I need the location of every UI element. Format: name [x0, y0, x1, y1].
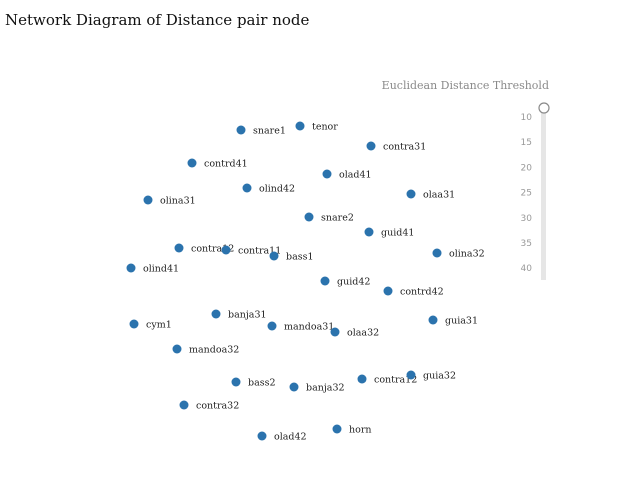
- node-label: horn: [349, 425, 372, 436]
- node-label: mandoa31: [284, 322, 334, 333]
- chart-title: Network Diagram of Distance pair node: [5, 11, 310, 29]
- node-label: guid42: [337, 277, 370, 288]
- node-point[interactable]: [406, 189, 416, 199]
- node-label: banja32: [306, 383, 345, 394]
- node-label: olina32: [449, 249, 485, 260]
- nodes-layer: snare1 tenor contra31 contrd41 olad41 olind42…: [126, 121, 485, 443]
- node-label: tenor: [312, 122, 338, 133]
- node-label: contra12: [191, 244, 234, 255]
- node-label: olad42: [274, 432, 307, 443]
- node-label: olaa32: [347, 328, 379, 339]
- slider-tick-label: 25: [521, 189, 532, 199]
- node-label: olad41: [339, 170, 372, 181]
- node-point[interactable]: [304, 212, 314, 222]
- node-label: guia31: [445, 316, 478, 327]
- node-label: olind41: [143, 264, 179, 275]
- node-point[interactable]: [432, 248, 442, 258]
- slider-tick-label: 40: [521, 264, 533, 274]
- node-point[interactable]: [330, 327, 340, 337]
- node-point[interactable]: [267, 321, 277, 331]
- node-label: snare2: [321, 213, 354, 224]
- node-point[interactable]: [174, 243, 184, 253]
- node-point[interactable]: [221, 245, 231, 255]
- node-label: banja31: [228, 310, 267, 321]
- node-label: bass2: [248, 378, 276, 389]
- node-point[interactable]: [383, 286, 393, 296]
- node-label: contra11: [238, 246, 281, 257]
- node-point[interactable]: [332, 424, 342, 434]
- node-label: contra32: [196, 401, 239, 412]
- node-point[interactable]: [366, 141, 376, 151]
- node-point[interactable]: [143, 195, 153, 205]
- node-point[interactable]: [322, 169, 332, 179]
- slider-tick-label: 10: [521, 113, 533, 123]
- slider-ticks: 10 15 20 25 30 35 40: [521, 113, 533, 274]
- node-point[interactable]: [231, 377, 241, 387]
- node-point[interactable]: [364, 227, 374, 237]
- distance-threshold-slider[interactable]: Euclidean Distance Threshold 10 15 20 25 30 3…: [382, 79, 550, 280]
- slider-title: Euclidean Distance Threshold: [382, 79, 549, 92]
- node-label: snare1: [253, 126, 286, 137]
- node-point[interactable]: [187, 158, 197, 168]
- slider-track[interactable]: [541, 108, 546, 280]
- node-label: guia32: [423, 371, 456, 382]
- slider-tick-label: 30: [521, 214, 533, 224]
- node-point[interactable]: [320, 276, 330, 286]
- node-point[interactable]: [242, 183, 252, 193]
- slider-tick-label: 15: [521, 138, 532, 148]
- node-label: contrd42: [400, 287, 444, 298]
- node-label: contra31: [383, 142, 426, 153]
- node-label: cym1: [146, 320, 172, 331]
- slider-tick-label: 35: [521, 239, 532, 249]
- slider-tick-label: 20: [521, 163, 533, 173]
- node-point[interactable]: [428, 315, 438, 325]
- node-point[interactable]: [295, 121, 305, 131]
- node-point[interactable]: [357, 374, 367, 384]
- node-point[interactable]: [126, 263, 136, 273]
- node-point[interactable]: [129, 319, 139, 329]
- node-point[interactable]: [269, 251, 279, 261]
- node-label: olind42: [259, 184, 295, 195]
- node-point[interactable]: [289, 382, 299, 392]
- node-point[interactable]: [257, 431, 267, 441]
- node-label: bass1: [286, 252, 314, 263]
- node-label: olina31: [160, 196, 196, 207]
- node-label: mandoa32: [189, 345, 239, 356]
- node-point[interactable]: [172, 344, 182, 354]
- node-label: contra12: [374, 375, 417, 386]
- node-label: olaa31: [423, 190, 455, 201]
- node-point[interactable]: [179, 400, 189, 410]
- node-point[interactable]: [211, 309, 221, 319]
- node-point[interactable]: [406, 370, 416, 380]
- slider-handle[interactable]: [538, 102, 550, 114]
- node-label: contrd41: [204, 159, 248, 170]
- node-point[interactable]: [236, 125, 246, 135]
- node-label: guid41: [381, 228, 414, 239]
